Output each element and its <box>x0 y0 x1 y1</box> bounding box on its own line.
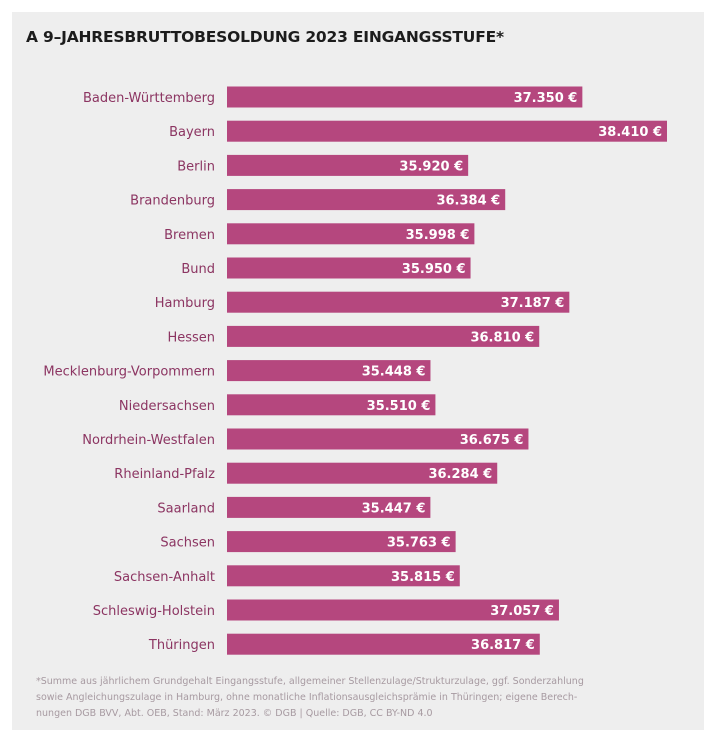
chart-title: A 9–JAHRESBRUTTOBESOLDUNG 2023 EINGANGSS… <box>26 28 504 46</box>
value-label: 37.057 € <box>490 604 554 619</box>
value-label: 35.510 € <box>367 399 431 414</box>
value-label: 35.998 € <box>406 228 470 243</box>
bar <box>227 189 506 211</box>
category-label: Saarland <box>157 501 215 516</box>
value-label: 36.810 € <box>470 330 534 345</box>
value-label: 35.447 € <box>362 501 426 516</box>
bar <box>227 325 540 347</box>
footnote-line: sowie Angleichungszulage in Hamburg, ohn… <box>36 692 578 703</box>
footnote: *Summe aus jährlichem Grundgehalt Eingan… <box>36 674 696 722</box>
category-label: Mecklenburg-Vorpommern <box>43 365 215 380</box>
category-label: Thüringen <box>148 638 215 653</box>
bar <box>227 394 436 416</box>
value-label: 36.817 € <box>471 638 535 653</box>
bar <box>227 565 460 587</box>
category-label: Hamburg <box>155 296 215 311</box>
bar <box>227 496 431 518</box>
category-label: Baden-Württemberg <box>83 91 215 106</box>
category-label: Schleswig-Holstein <box>93 604 215 619</box>
value-label: 36.384 € <box>436 194 500 209</box>
bar <box>227 462 498 484</box>
bar <box>227 360 431 382</box>
bar <box>227 154 469 176</box>
value-label: 36.284 € <box>428 467 492 482</box>
value-label: 35.920 € <box>399 159 463 174</box>
bar <box>227 633 540 655</box>
value-label: 35.950 € <box>402 262 466 277</box>
value-label: 38.410 € <box>598 125 662 140</box>
value-label: 37.187 € <box>501 296 565 311</box>
category-label: Sachsen-Anhalt <box>114 570 215 585</box>
bar <box>227 86 583 108</box>
value-label: 35.815 € <box>391 570 455 585</box>
category-label: Bayern <box>169 125 215 140</box>
footnote-line: nungen DGB BVV, Abt. OEB, Stand: März 20… <box>36 708 433 719</box>
category-label: Hessen <box>167 330 215 345</box>
bar <box>227 291 570 313</box>
value-label: 35.448 € <box>362 365 426 380</box>
value-label: 37.350 € <box>514 91 578 106</box>
category-label: Bund <box>181 262 215 277</box>
footnote-line: *Summe aus jährlichem Grundgehalt Eingan… <box>36 676 584 687</box>
bar <box>227 223 475 245</box>
category-label: Berlin <box>177 159 215 174</box>
category-label: Brandenburg <box>130 194 215 209</box>
bar <box>227 428 529 450</box>
bar <box>227 599 559 621</box>
bar <box>227 120 667 142</box>
category-label: Rheinland-Pfalz <box>114 467 215 482</box>
value-label: 36.675 € <box>460 433 524 448</box>
bar <box>227 531 456 553</box>
category-label: Niedersachsen <box>119 399 215 414</box>
category-label: Nordrhein-Westfalen <box>82 433 215 448</box>
category-label: Sachsen <box>160 536 215 551</box>
value-label: 35.763 € <box>387 536 451 551</box>
bar <box>227 257 471 279</box>
category-label: Bremen <box>164 228 215 243</box>
